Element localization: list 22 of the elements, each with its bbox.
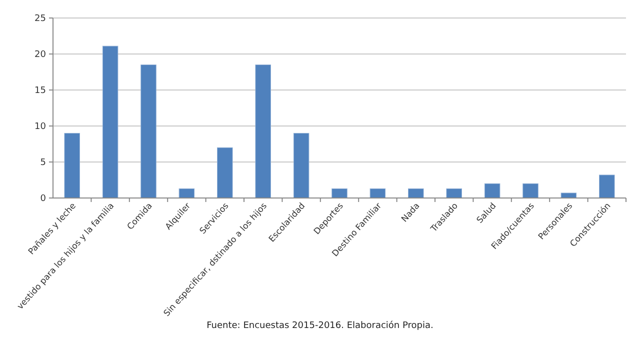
bar <box>560 192 577 198</box>
bar <box>522 183 538 198</box>
y-tick-label: 0 <box>40 194 46 204</box>
bar <box>102 46 118 198</box>
y-tick-label: 10 <box>34 122 46 132</box>
bar <box>599 174 615 198</box>
source-note: Fuente: Encuestas 2015-2016. Elaboración Propia. <box>206 320 434 331</box>
bar <box>370 188 386 198</box>
y-tick-label: 20 <box>34 50 46 60</box>
bar <box>293 132 310 198</box>
y-tick-label: 15 <box>34 86 46 96</box>
y-tick-label: 5 <box>40 158 46 168</box>
bar <box>178 188 195 198</box>
y-tick-label: 25 <box>34 14 46 24</box>
bar <box>217 147 233 198</box>
bar <box>408 188 424 198</box>
bar <box>332 188 348 198</box>
bar <box>140 64 156 198</box>
bar <box>255 64 271 198</box>
bar <box>484 183 500 198</box>
bar <box>446 188 462 198</box>
bar <box>64 132 80 198</box>
